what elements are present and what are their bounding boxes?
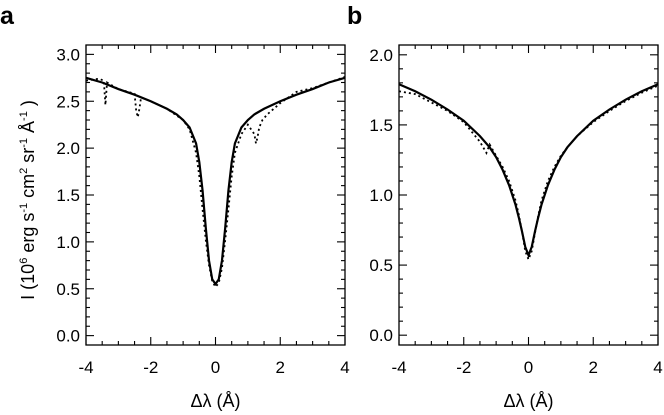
y-axis-title-part: ) <box>18 100 38 111</box>
x-tick-label: 2 <box>276 358 285 377</box>
y-axis-title-sup: 6 <box>18 258 30 264</box>
y-tick-label: 3.0 <box>56 45 80 64</box>
x-tick-label: 4 <box>340 358 349 377</box>
y-tick-label: 0.5 <box>369 256 393 275</box>
panel-label: b <box>347 2 362 30</box>
y-axis-title-part: sr <box>18 148 38 168</box>
y-axis-title-part: cm <box>18 174 38 203</box>
y-axis-title: I (106 erg s-1 cm2 sr-1 Å-1 ) <box>18 100 38 300</box>
y-axis-title-part: Å <box>18 121 38 138</box>
y-axis-title-sup: -1 <box>18 111 30 121</box>
series-line-solid <box>85 76 346 286</box>
series-line-dotted <box>398 84 659 262</box>
x-tick-label: 4 <box>653 358 662 377</box>
panel-label: a <box>0 2 15 30</box>
y-tick-label: 2.0 <box>56 139 80 158</box>
y-axis-title-sup: 2 <box>18 168 30 174</box>
x-tick-label: 0 <box>524 358 533 377</box>
x-tick-label: 2 <box>589 358 598 377</box>
y-tick-label: 2.5 <box>56 92 80 111</box>
series-line-solid <box>398 83 659 259</box>
x-tick-label: -2 <box>456 358 471 377</box>
y-axis-title-sup: -1 <box>18 203 30 213</box>
x-tick-label: -4 <box>78 358 93 377</box>
y-axis-title-part: I (10 <box>18 264 38 300</box>
y-tick-label: 1.5 <box>56 186 80 205</box>
panel-b: -4 -2 0 2 4 0.0 0.5 1.0 1.5 2.0 Δλ (Å) b <box>347 2 663 411</box>
y-tick-label: 2.0 <box>369 46 393 65</box>
x-tick-label: -2 <box>143 358 158 377</box>
y-tick-label: 1.5 <box>369 116 393 135</box>
y-tick-label: 0.0 <box>56 327 80 346</box>
y-tick-label: 0.0 <box>369 326 393 345</box>
x-tick-label: -4 <box>391 358 406 377</box>
y-tick-label: 0.5 <box>56 280 80 299</box>
x-axis-title: Δλ (Å) <box>503 391 553 411</box>
x-axis-title: Δλ (Å) <box>190 391 240 411</box>
y-tick-label: 1.0 <box>369 186 393 205</box>
plot-frame <box>398 44 659 346</box>
series-line-dotted <box>85 76 346 289</box>
y-axis-title-part: erg s <box>18 213 38 258</box>
y-tick-label: 1.0 <box>56 233 80 252</box>
panel-a: -4 -2 0 2 4 0.0 0.5 1.0 1.5 2.0 2.5 3.0 Δλ (Å) a <box>0 2 350 411</box>
y-axis-title-sup: -1 <box>18 138 30 148</box>
x-tick-label: 0 <box>211 358 220 377</box>
